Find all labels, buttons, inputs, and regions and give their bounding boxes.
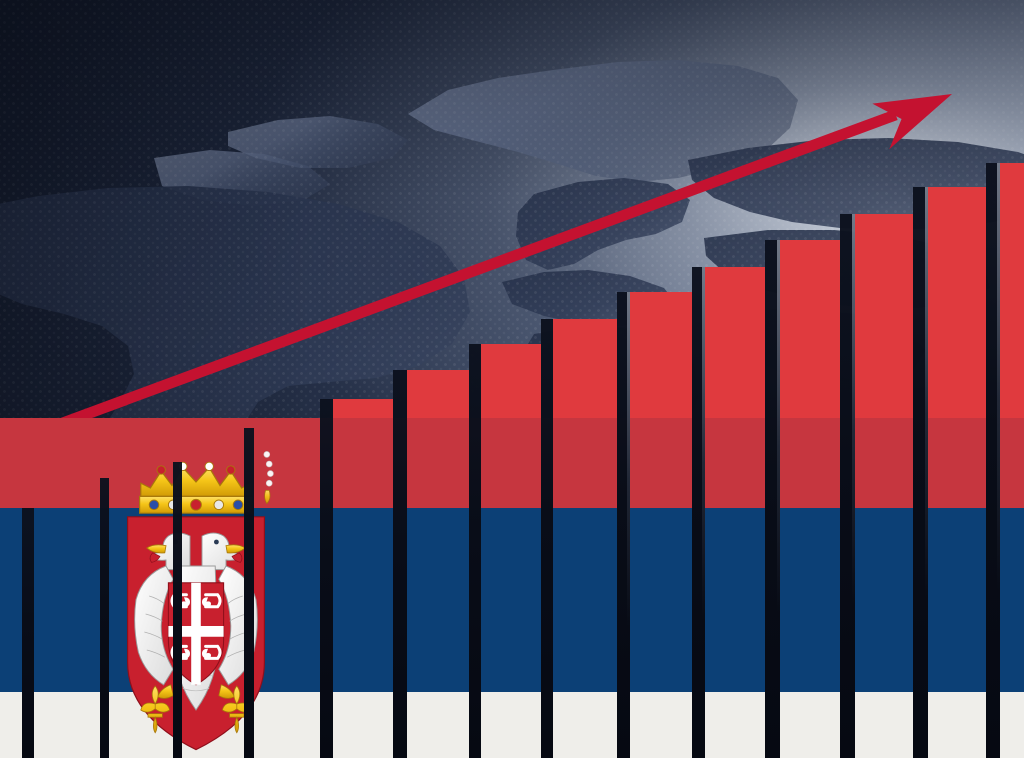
serbia-flag — [0, 418, 1024, 758]
arrow-shaft — [12, 109, 898, 447]
crown-pendant-icon — [263, 451, 274, 505]
serbian-coat-of-arms-icon — [127, 451, 274, 751]
firesteel-hooks — [181, 597, 211, 659]
crown-icon — [139, 461, 253, 514]
arrow-head — [872, 94, 952, 150]
